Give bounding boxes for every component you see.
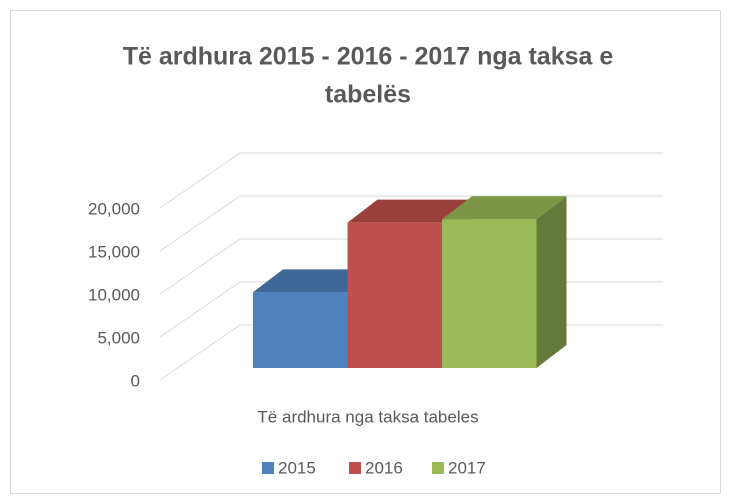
y-tick-label: 5,000 bbox=[97, 328, 140, 347]
bar bbox=[442, 219, 537, 368]
y-tick-label: 20,000 bbox=[88, 199, 140, 218]
y-tick-label: 15,000 bbox=[88, 242, 140, 261]
bar-top bbox=[347, 199, 472, 223]
legend-swatch bbox=[262, 462, 274, 474]
bar-side bbox=[536, 196, 567, 368]
legend-label: 2015 bbox=[278, 458, 316, 477]
bar-top bbox=[442, 196, 567, 220]
bar-side-shade bbox=[536, 196, 567, 368]
bar-top-shade bbox=[253, 269, 378, 293]
bar-top bbox=[253, 269, 378, 293]
legend-label: 2016 bbox=[365, 458, 403, 477]
legend-swatch bbox=[349, 462, 361, 474]
y-tick-label: 10,000 bbox=[88, 285, 140, 304]
legend-swatch bbox=[432, 462, 444, 474]
bar bbox=[253, 292, 348, 368]
x-tick-label: Të ardhura nga taksa tabeles bbox=[257, 407, 478, 426]
grid-line bbox=[159, 195, 663, 252]
bar bbox=[347, 222, 442, 368]
y-tick-label: 0 bbox=[131, 371, 140, 390]
legend-label: 2017 bbox=[448, 458, 486, 477]
chart-title: tabelës bbox=[325, 81, 411, 109]
bar-top-shade bbox=[442, 196, 567, 220]
bar-top-shade bbox=[347, 199, 472, 223]
grid-line bbox=[159, 152, 663, 209]
chart-title: Të ardhura 2015 - 2016 - 2017 nga taksa … bbox=[123, 43, 614, 71]
